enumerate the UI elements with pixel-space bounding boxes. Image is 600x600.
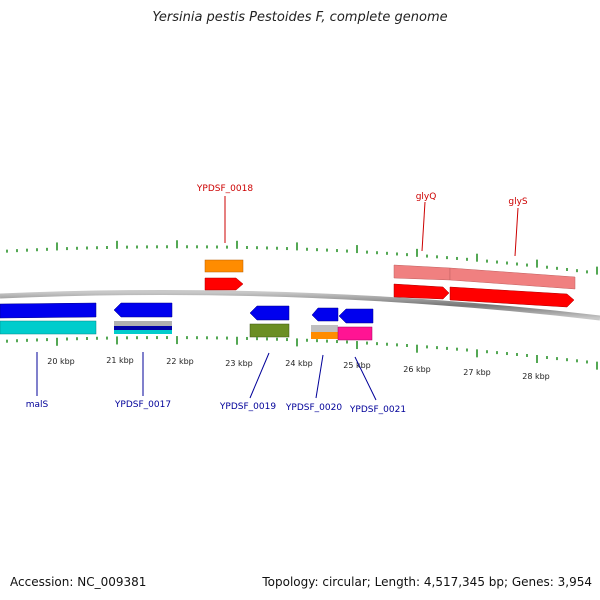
cds-arrow[interactable]	[204, 277, 244, 291]
scale-label: 20 kbp	[47, 357, 75, 366]
olive-box[interactable]	[249, 323, 290, 338]
pink-box[interactable]	[393, 264, 451, 281]
tick-row-top	[6, 240, 598, 275]
gene-label-ypdsf-0017[interactable]: YPDSF_0017	[114, 400, 171, 410]
stripe-box-mid[interactable]	[114, 326, 172, 330]
orange-box[interactable]	[311, 332, 338, 339]
gene-labels-bottom: malS YPDSF_0017 YPDSF_0019 YPDSF_0020 YP…	[26, 352, 406, 415]
cds-arrow[interactable]	[311, 307, 339, 322]
leader-line	[354, 356, 377, 401]
accession-text: Accession: NC_009381	[10, 575, 147, 589]
scale-labels: 20 kbp 21 kbp 22 kbp 23 kbp 24 kbp 25 kb…	[47, 356, 550, 381]
scale-label: 27 kbp	[463, 368, 491, 377]
leader-line	[249, 352, 270, 399]
genome-backbone	[0, 289, 600, 321]
genome-summary-text: Topology: circular; Length: 4,517,345 bp…	[262, 575, 592, 589]
stripe-box-bottom[interactable]	[114, 330, 172, 334]
feature-ypdsf-0019[interactable]	[249, 305, 290, 338]
rna-box[interactable]	[204, 259, 244, 273]
feature-glyq[interactable]	[393, 264, 451, 300]
scale-label: 26 kbp	[403, 365, 431, 374]
cyan-box[interactable]	[0, 320, 97, 335]
cds-arrow[interactable]	[449, 286, 575, 308]
leader-line	[421, 201, 426, 252]
scale-label: 22 kbp	[166, 357, 194, 366]
cds-arrow[interactable]	[113, 302, 173, 318]
genome-title: Yersinia pestis Pestoides F, complete ge…	[152, 10, 448, 25]
feature-ypdsf-0021[interactable]	[337, 308, 374, 341]
leader-line	[315, 354, 324, 399]
scale-label: 28 kbp	[522, 372, 550, 381]
cds-arrow[interactable]	[0, 302, 97, 319]
gene-label-glyq[interactable]: glyQ	[416, 192, 437, 202]
gene-label-mals[interactable]: malS	[26, 400, 49, 410]
tick-row-bottom	[6, 336, 598, 370]
pink-box[interactable]	[449, 267, 576, 290]
leader-line	[514, 207, 519, 257]
cds-arrow[interactable]	[393, 283, 450, 300]
stripe-box-top[interactable]	[114, 321, 172, 326]
feature-mals[interactable]	[0, 302, 97, 335]
feature-ypdsf-0018[interactable]	[204, 259, 244, 291]
feature-glys[interactable]	[449, 267, 576, 308]
gene-labels-top: YPDSF_0018 glyQ glyS	[196, 184, 528, 257]
gene-label-ypdsf-0021[interactable]: YPDSF_0021	[349, 405, 406, 415]
cds-arrow[interactable]	[249, 305, 290, 321]
scale-label: 25 kbp	[343, 361, 371, 370]
scale-label: 21 kbp	[106, 356, 134, 365]
gene-label-ypdsf-0020[interactable]: YPDSF_0020	[285, 403, 342, 413]
gene-label-glys[interactable]: glyS	[508, 197, 528, 207]
feature-ypdsf-0020[interactable]	[311, 307, 339, 339]
gene-label-ypdsf-0019[interactable]: YPDSF_0019	[219, 402, 276, 412]
feature-ypdsf-0017[interactable]	[113, 302, 173, 334]
cds-arrow[interactable]	[338, 308, 374, 324]
scale-label: 24 kbp	[285, 359, 313, 368]
gene-label-ypdsf-0018[interactable]: YPDSF_0018	[196, 184, 253, 194]
magenta-box[interactable]	[337, 326, 373, 341]
scale-label: 23 kbp	[225, 359, 253, 368]
gray-box[interactable]	[311, 325, 338, 332]
